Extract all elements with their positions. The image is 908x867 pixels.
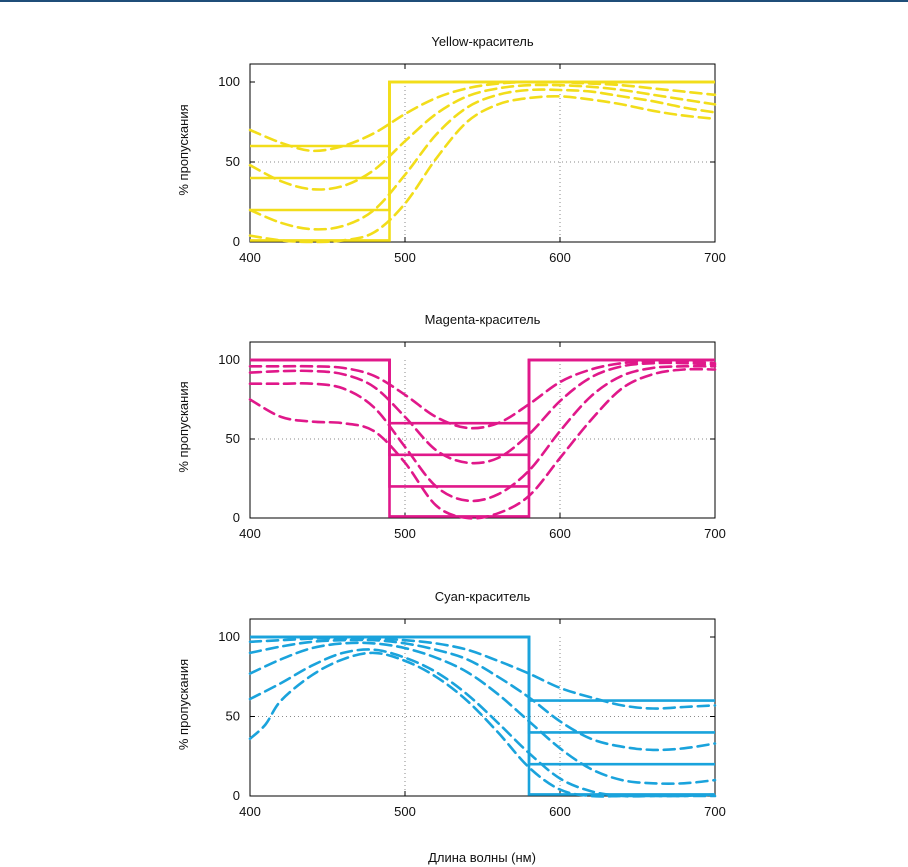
ideal-series-line-4 bbox=[250, 635, 715, 796]
x-tick-label: 700 bbox=[704, 526, 726, 541]
measured-series-line-2 bbox=[248, 83, 717, 191]
measured-series-line-1 bbox=[248, 637, 717, 710]
x-tick-label: 400 bbox=[239, 250, 261, 265]
chart-panel-3: Cyan-краситель 400 500 600 700 0 50 100 % пропус… bbox=[176, 589, 726, 819]
measured-series-line-4 bbox=[248, 367, 717, 520]
x-tick-label: 600 bbox=[549, 804, 571, 819]
chart-title: Magenta-краситель bbox=[425, 312, 541, 327]
x-tick-label: 400 bbox=[239, 526, 261, 541]
x-tick-label: 500 bbox=[394, 804, 416, 819]
top-rule bbox=[0, 0, 908, 2]
ideal-series-line-2 bbox=[250, 80, 715, 180]
y-tick-label: 50 bbox=[226, 154, 240, 169]
y-tick-label: 100 bbox=[218, 352, 240, 367]
plot-frame bbox=[249, 63, 716, 243]
y-axis-label: % пропускания bbox=[176, 381, 191, 472]
chart-title: Cyan-краситель bbox=[435, 589, 531, 604]
chart-title: Yellow-краситель bbox=[431, 34, 534, 49]
y-tick-label: 0 bbox=[233, 510, 240, 525]
measured-series-line-1 bbox=[248, 360, 717, 430]
measured-series-line-3 bbox=[248, 364, 717, 503]
ideal-series-line-4 bbox=[250, 358, 715, 518]
x-tick-label: 400 bbox=[239, 804, 261, 819]
measured-series-line-4 bbox=[248, 95, 717, 244]
plot-frame bbox=[249, 618, 716, 797]
y-tick-label: 50 bbox=[226, 431, 240, 446]
y-tick-label: 100 bbox=[218, 74, 240, 89]
chart-panel-2: Magenta-краситель 400 500 600 700 0 50 100 % про… bbox=[176, 312, 726, 541]
x-tick-label: 500 bbox=[394, 250, 416, 265]
ideal-series-line-2 bbox=[250, 358, 715, 457]
x-tick-label: 600 bbox=[549, 250, 571, 265]
x-axis-label: Длина волны (нм) bbox=[428, 850, 536, 865]
x-tick-label: 600 bbox=[549, 526, 571, 541]
ideal-series-line-1 bbox=[250, 80, 715, 148]
measured-series-line-3 bbox=[248, 88, 717, 231]
measured-series-line-2 bbox=[248, 361, 717, 465]
y-tick-label: 100 bbox=[218, 629, 240, 644]
measured-series-line-4 bbox=[248, 648, 717, 798]
ideal-series-line-2 bbox=[250, 635, 715, 734]
measured-series-line-5 bbox=[248, 651, 717, 798]
measured-series-line-1 bbox=[248, 80, 717, 153]
y-axis-label: % пропускания bbox=[176, 659, 191, 750]
measured-series-line-2 bbox=[248, 638, 717, 752]
chart-panel-1: Yellow-краситель 400 500 600 700 0 50 100 % проп… bbox=[176, 34, 726, 265]
ideal-series-line-4 bbox=[250, 80, 715, 242]
x-tick-label: 700 bbox=[704, 250, 726, 265]
x-tick-label: 500 bbox=[394, 526, 416, 541]
x-tick-label: 700 bbox=[704, 804, 726, 819]
y-axis-label: % пропускания bbox=[176, 104, 191, 195]
y-tick-label: 0 bbox=[233, 788, 240, 803]
y-tick-label: 0 bbox=[233, 234, 240, 249]
y-tick-label: 50 bbox=[226, 709, 240, 724]
measured-series-line-3 bbox=[248, 641, 717, 785]
